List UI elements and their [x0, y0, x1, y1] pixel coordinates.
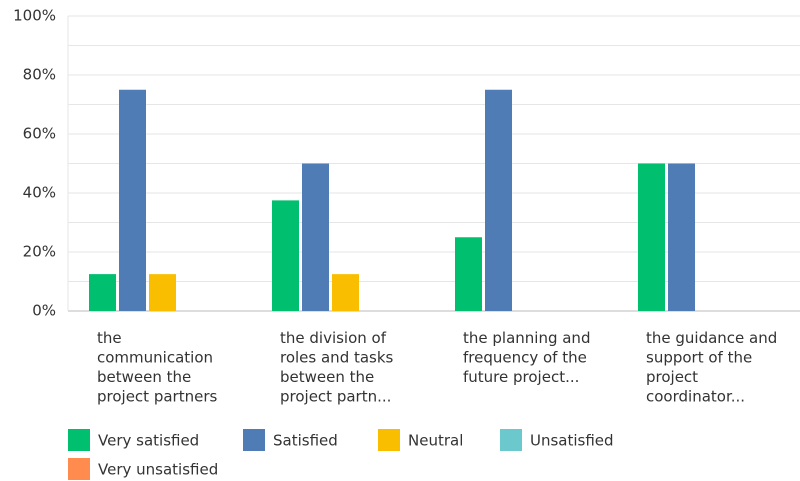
x-tick-label: the guidance and support of the project …	[646, 329, 782, 406]
legend-label: Very unsatisfied	[98, 461, 218, 479]
bar	[455, 237, 482, 311]
y-tick-label: 100%	[13, 7, 56, 25]
bar	[149, 274, 176, 311]
bar	[332, 274, 359, 311]
legend-swatch	[500, 429, 522, 451]
bar	[668, 163, 695, 311]
legend-swatch	[243, 429, 265, 451]
x-tick-label: the communication between the project pa…	[97, 329, 218, 406]
legend-swatch	[68, 429, 90, 451]
bar	[485, 89, 512, 311]
y-tick-label: 20%	[23, 243, 56, 261]
bar	[638, 163, 665, 311]
legend-swatch	[378, 429, 400, 451]
x-tick-label: the division of roles and tasks between …	[280, 329, 398, 406]
bar	[302, 163, 329, 311]
x-tick-label: the planning and frequency of the future…	[463, 329, 595, 386]
legend-label: Satisfied	[273, 432, 338, 450]
bar	[89, 274, 116, 311]
legend-label: Neutral	[408, 432, 463, 450]
y-tick-label: 0%	[32, 302, 56, 320]
y-tick-label: 80%	[23, 66, 56, 84]
bar	[119, 89, 146, 311]
bar	[272, 200, 299, 311]
y-tick-label: 40%	[23, 184, 56, 202]
legend-swatch	[68, 458, 90, 480]
legend-label: Unsatisfied	[530, 432, 614, 450]
y-tick-label: 60%	[23, 125, 56, 143]
legend-label: Very satisfied	[98, 432, 199, 450]
